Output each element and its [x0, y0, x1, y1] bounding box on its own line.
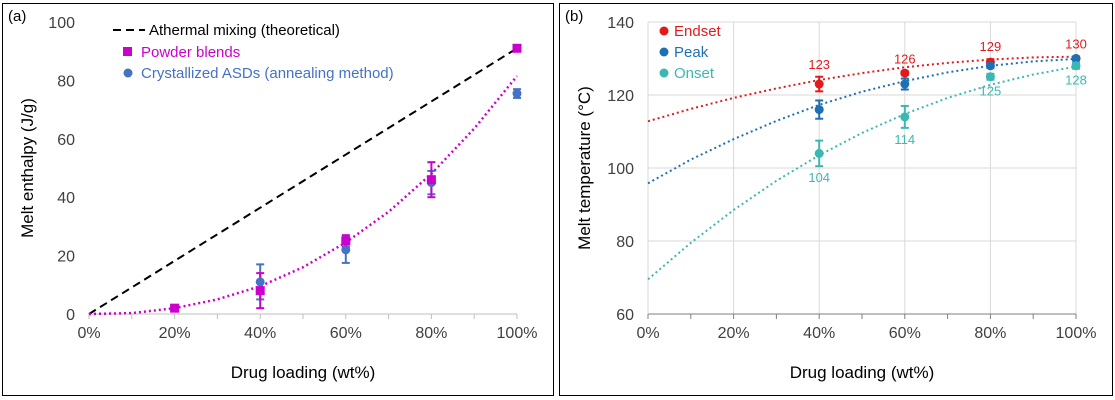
x-axis-title: Drug loading (wt%): [231, 363, 376, 382]
chart-panel-a: (a) 0% 20% 40% 60% 80% 100% 0 20 40 60 80 100 Drug l…: [2, 3, 554, 396]
y-tick-label: 20: [57, 249, 75, 266]
onset-point: [900, 112, 910, 122]
powder-point: [341, 236, 351, 246]
powder-point: [426, 175, 436, 185]
chart-panel-b: (b) 60 80 100 120 140 0% 20% 40% 60% 80% 100% Drug …: [559, 3, 1113, 396]
x-tick-label: 80%: [974, 325, 1006, 342]
x-tick-label: 60%: [889, 325, 921, 342]
legend-asd-label: Crystallized ASDs (annealing method): [141, 65, 394, 82]
onset-data-label: 114: [894, 132, 915, 147]
peak-fit-curve: [647, 57, 1077, 185]
peak-point: [985, 61, 995, 71]
peak-point: [900, 79, 910, 89]
endset-data-label: 123: [808, 57, 830, 72]
legend-powder-swatch: [123, 47, 132, 56]
endset-data-label: 129: [980, 39, 1002, 54]
powder-point: [255, 286, 265, 296]
x-tick-label: 100%: [1056, 325, 1097, 342]
x-tick-label: 20%: [159, 325, 191, 342]
x-tick-label: 60%: [330, 325, 362, 342]
onset-data-label: 104: [808, 170, 830, 185]
temperature-chart: 60 80 100 120 140 0% 20% 40% 60% 80% 100% Drug load…: [575, 15, 1097, 382]
legend-peak-label: Peak: [674, 44, 709, 61]
powder-blend-fit-curve: [88, 75, 518, 316]
y-tick-label: 80: [57, 73, 75, 90]
x-tick-label: 0%: [77, 325, 100, 342]
legend-peak-swatch: [659, 47, 669, 57]
x-tick-label: 40%: [244, 325, 276, 342]
panel-b-label: (b): [565, 8, 584, 25]
powder-point: [512, 43, 522, 53]
y-axis-title: Melt enthalpy (J/g): [18, 98, 37, 238]
asd-point: [255, 277, 265, 287]
onset-point: [1071, 61, 1081, 71]
y-tick-label: 100: [48, 15, 75, 32]
y-tick-label: 80: [616, 234, 634, 251]
y-tick-label: 0: [66, 307, 75, 324]
x-axis-title: Drug loading (wt%): [790, 363, 935, 382]
athermal-mixing-line: [88, 47, 518, 315]
legend-endset-label: Endset: [674, 23, 722, 40]
peak-point: [1071, 54, 1081, 63]
peak-point: [814, 105, 824, 115]
legend-athermal-label: Athermal mixing (theoretical): [149, 22, 340, 39]
asd-point: [512, 89, 522, 99]
onset-point: [814, 148, 824, 158]
x-tick-label: 0%: [636, 325, 659, 342]
onset-point: [985, 72, 995, 82]
endset-point: [900, 68, 910, 78]
y-tick-label: 60: [616, 307, 634, 324]
y-tick-label: 40: [57, 190, 75, 207]
asd-point: [341, 245, 351, 255]
legend-endset-swatch: [659, 26, 669, 36]
legend-onset-swatch: [659, 68, 669, 78]
x-tick-label: 100%: [497, 325, 538, 342]
endset-point: [814, 79, 824, 89]
onset-data-label: 128: [1065, 73, 1087, 88]
y-tick-label: 120: [607, 88, 634, 105]
powder-point: [170, 303, 180, 313]
y-axis-title: Melt temperature (°C): [575, 86, 594, 250]
panel-a-label: (a): [8, 8, 27, 25]
legend-powder-label: Powder blends: [141, 44, 240, 61]
onset-data-label: 125: [980, 84, 1002, 99]
y-tick-label: 60: [57, 132, 75, 149]
onset-fit-curve: [647, 65, 1077, 281]
legend-onset-label: Onset: [674, 65, 715, 82]
enthalpy-chart: 0% 20% 40% 60% 80% 100% 0 20 40 60 80 100 Drug loadi…: [18, 15, 538, 382]
x-tick-label: 80%: [415, 325, 447, 342]
x-tick-label: 20%: [718, 325, 750, 342]
endset-data-label: 130: [1065, 37, 1087, 52]
y-tick-label: 100: [607, 161, 634, 178]
y-tick-label: 140: [607, 15, 634, 32]
endset-data-label: 126: [894, 51, 916, 66]
legend-asd-swatch: [123, 68, 133, 78]
x-tick-label: 40%: [803, 325, 835, 342]
